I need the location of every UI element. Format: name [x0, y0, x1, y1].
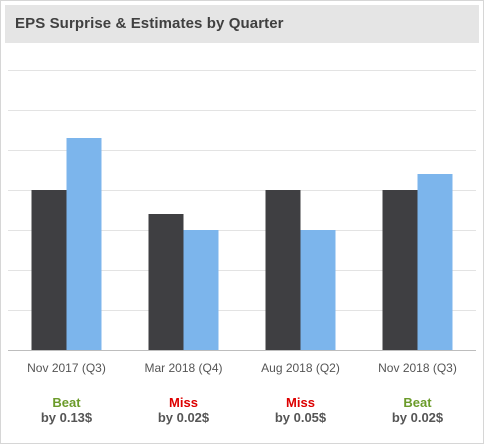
x-tick-label: Nov 2018 (Q3) [378, 361, 457, 375]
estimate-bar[interactable] [66, 138, 102, 350]
chart-header: EPS Surprise & Estimates by Quarter [5, 5, 479, 43]
x-tick-label: Aug 2018 (Q2) [261, 361, 340, 375]
surprise-amount-label: by 0.02$ [392, 410, 444, 425]
x-tick-label: Mar 2018 (Q4) [144, 361, 222, 375]
surprise-status-label: Miss [169, 395, 198, 410]
actual-bar[interactable] [148, 214, 184, 350]
x-tick-label: Nov 2017 (Q3) [27, 361, 106, 375]
actual-bar[interactable] [31, 190, 67, 350]
surprise-amount-label: by 0.02$ [158, 410, 210, 425]
estimate-bar[interactable] [300, 230, 336, 350]
surprise-status-label: Miss [286, 395, 315, 410]
estimate-bar[interactable] [183, 230, 219, 350]
estimate-bar[interactable] [417, 174, 453, 350]
actual-bar[interactable] [382, 190, 418, 350]
surprise-amount-label: by 0.13$ [41, 410, 93, 425]
actual-bar[interactable] [265, 190, 301, 350]
surprise-status-label: Beat [403, 395, 432, 410]
chart-title: EPS Surprise & Estimates by Quarter [15, 15, 284, 32]
surprise-status-label: Beat [52, 395, 81, 410]
surprise-amount-label: by 0.05$ [275, 410, 327, 425]
